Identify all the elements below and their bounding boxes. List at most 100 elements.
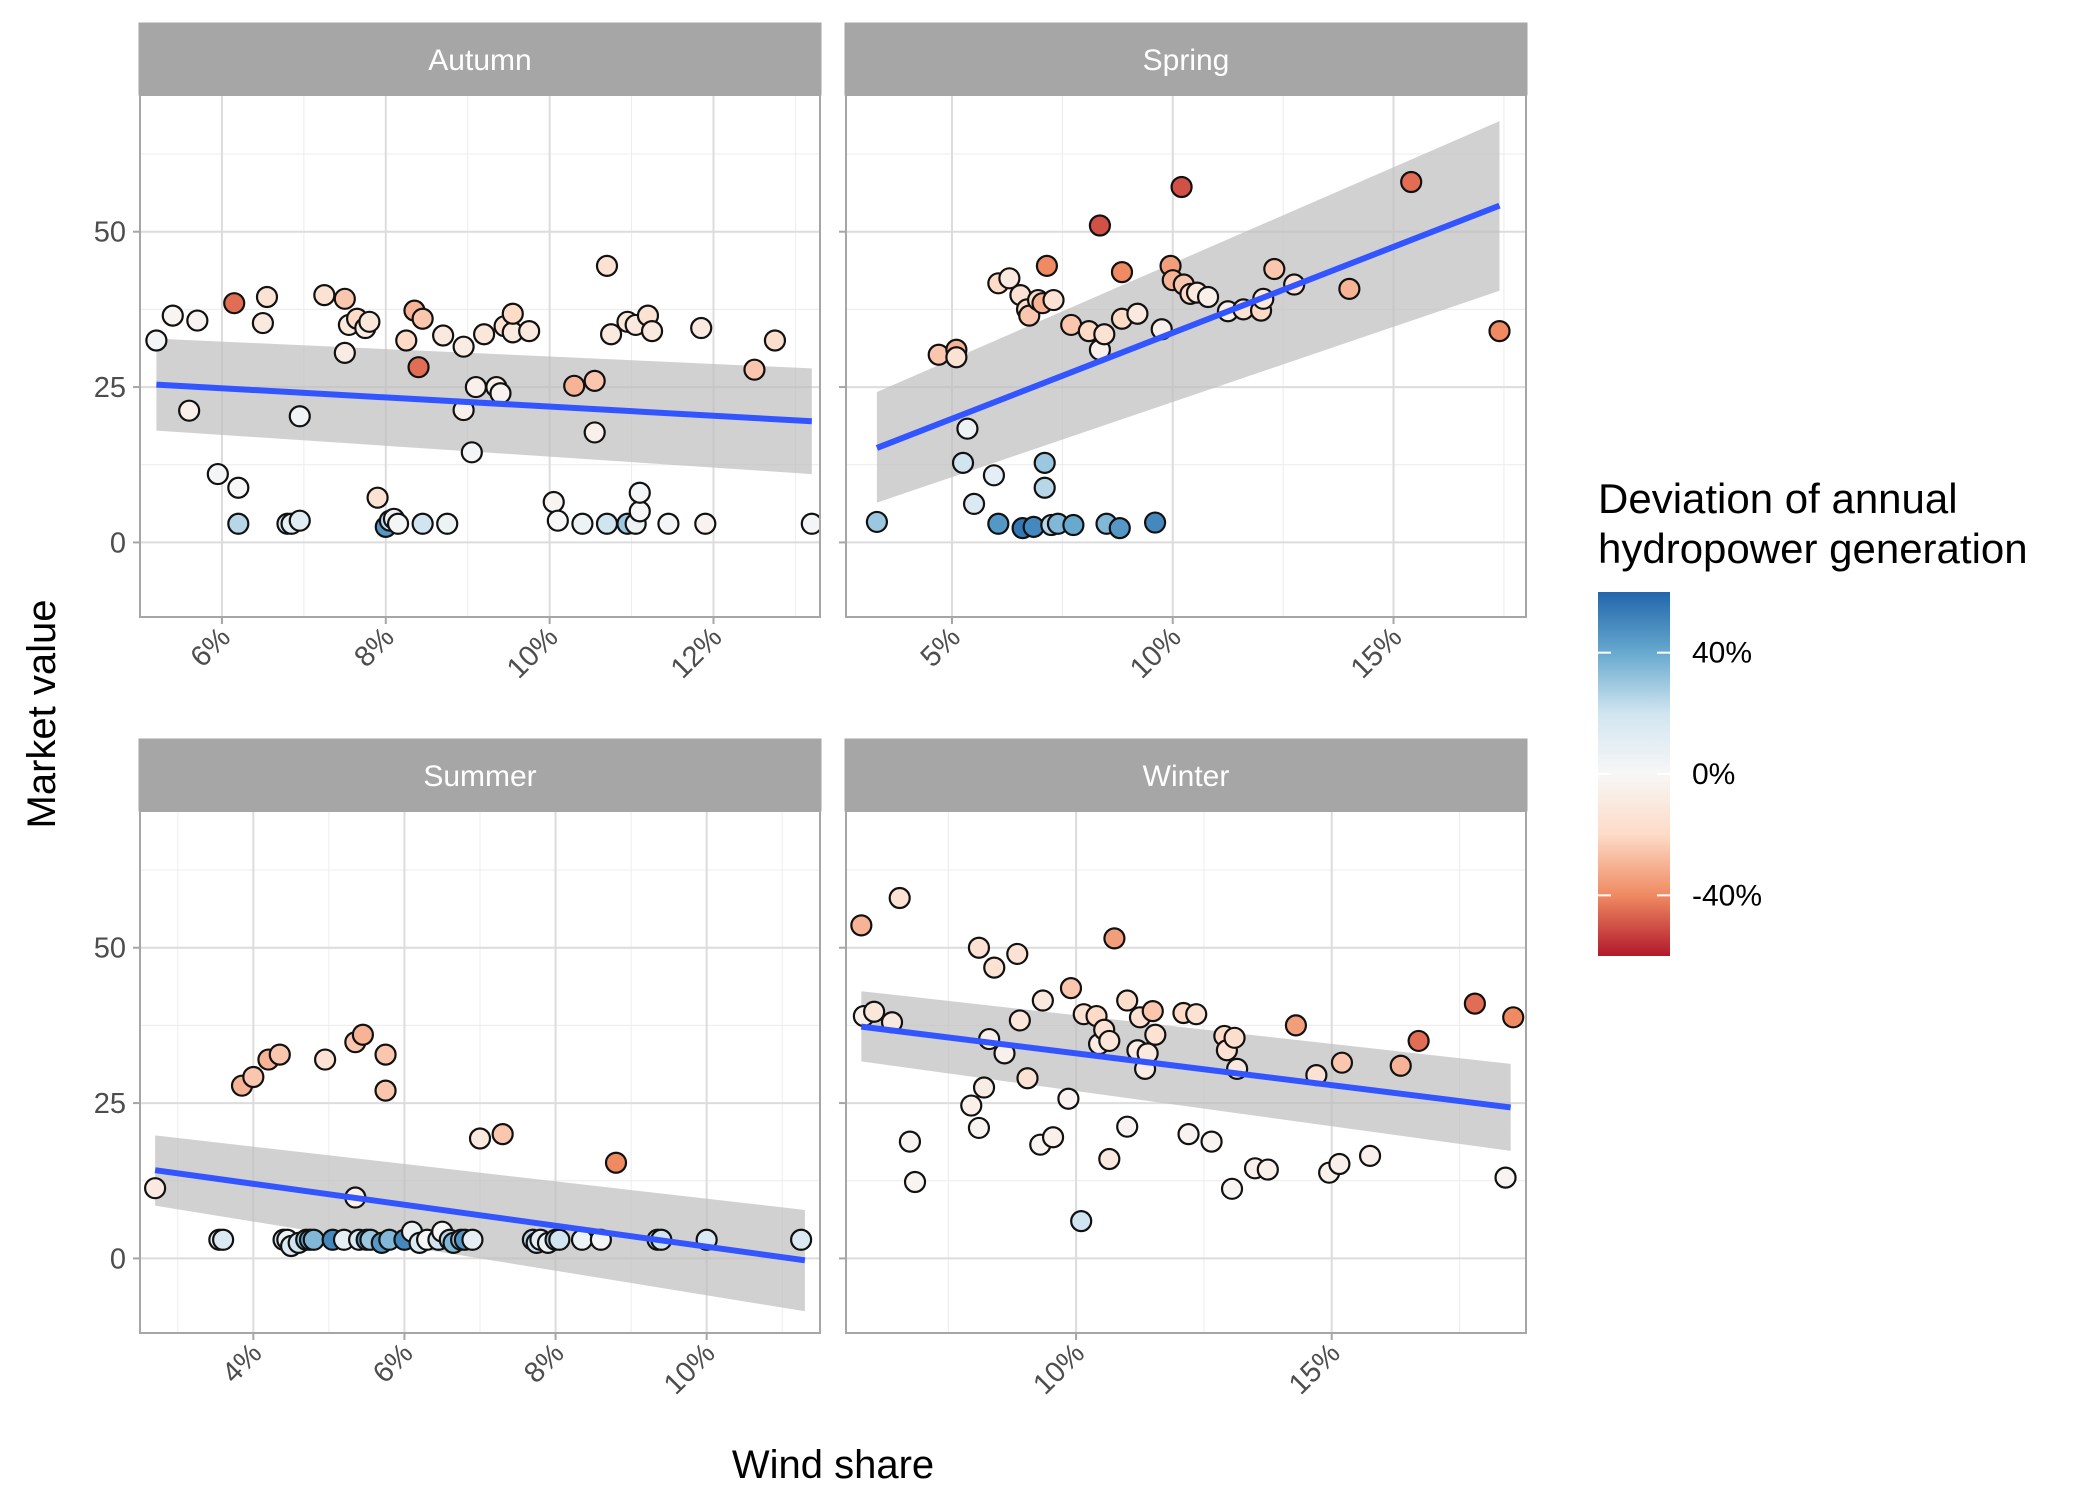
data-point [1041,1126,1065,1149]
x-tick-label: 6% [185,621,237,673]
x-axis-title: Wind share [732,1443,934,1487]
data-point [1407,1029,1430,1053]
data-point [595,512,619,535]
data-point [542,490,565,514]
data-point [1008,1009,1031,1032]
panel-border [139,94,821,618]
data-point [1144,1023,1167,1046]
data-point [1170,175,1193,199]
trend-layer [144,1023,813,1312]
data-point [1177,1123,1200,1146]
data-point [583,369,606,392]
data-point [865,510,889,534]
data-point [1035,254,1059,277]
data-point [790,1228,813,1251]
data-point [1502,1006,1525,1029]
data-point [518,320,541,343]
data-point [468,1127,492,1150]
data-point [888,886,911,910]
data-point [1330,1051,1354,1074]
data-point [1116,1115,1139,1138]
legend-tick-label: 40% [1692,637,1752,670]
y-tick-label: 50 [94,933,126,965]
data-point [407,356,430,379]
x-tick-label: 8% [348,621,400,673]
data-point [1494,1166,1517,1189]
data-point [1116,989,1139,1012]
data-point [227,512,250,535]
data-point [288,509,311,532]
trend-layer [865,121,1511,540]
data-point [967,936,991,959]
data-point [395,329,418,352]
data-point [1098,1147,1121,1171]
data-point [489,382,512,405]
data-point [1031,989,1054,1012]
panel-summer: Summer 0 25 50 4% 6% 8% 10% [94,738,822,1401]
x-tick-label: 12% [665,621,729,685]
x-tick-label: 4% [216,1337,268,1389]
panel-spring: Spring 5% 10% 15% [839,22,1528,685]
legend-tick-label: -40% [1692,879,1762,912]
data-point [903,1170,927,1194]
x-tick-label: 5% [915,621,967,673]
data-point [206,462,229,486]
data-point [1220,1177,1244,1200]
panel-title: Spring [1143,44,1230,77]
panel-strip [138,22,822,96]
x-tick-label: 10% [1124,621,1188,685]
data-point [967,1116,991,1140]
data-point [1196,285,1220,309]
data-point [1338,277,1361,300]
y-tick-label: 0 [110,1243,126,1275]
data-point [998,267,1021,290]
x-tick-label: 15% [1283,1337,1347,1401]
data-point [987,512,1010,535]
data-point [1108,517,1131,540]
data-point [972,1076,996,1099]
data-point [743,358,766,381]
data-point [1389,1054,1412,1077]
data-point [1098,1029,1121,1053]
data-point [1033,451,1056,474]
data-point [452,335,475,358]
data-point [1006,942,1029,966]
data-point [1256,1158,1279,1181]
data-point [223,292,246,315]
data-point [694,512,717,535]
panel-strip [844,738,1528,812]
data-point [472,323,496,346]
data-point [461,1228,484,1251]
data-point [628,500,651,523]
trend-line [156,381,812,425]
data-point [1033,476,1056,499]
data-point [242,1065,265,1089]
data-point [351,1023,374,1046]
data-point [1110,261,1134,284]
x-tick-label: 10% [501,621,565,685]
data-point [313,284,336,307]
data-point [333,287,356,310]
data-point [178,399,201,422]
trend-line [875,202,1501,451]
data-point [563,374,586,397]
data-point [227,476,250,499]
data-point [1143,511,1167,534]
x-tick-label: 6% [367,1337,419,1389]
data-points [144,1023,813,1258]
data-point [763,329,787,352]
color-legend: Deviation of annual hydropower generatio… [1598,475,2028,956]
data-point [436,512,459,535]
data-point [491,1123,514,1146]
data-point [1057,1087,1080,1110]
panels-layer: Autumn 0 25 50 6% 8% 10% 12% Spring 5% 10% 15% Summe… [94,22,1528,1401]
trend-layer [145,254,820,538]
legend-title-line-1: Deviation of annual [1598,475,1958,522]
data-point [983,956,1006,979]
data-point [1200,1130,1223,1153]
data-point [145,329,168,352]
data-point [960,1094,983,1117]
panel-border [845,94,1527,618]
panel-title: Autumn [428,44,531,77]
data-point [161,304,184,327]
